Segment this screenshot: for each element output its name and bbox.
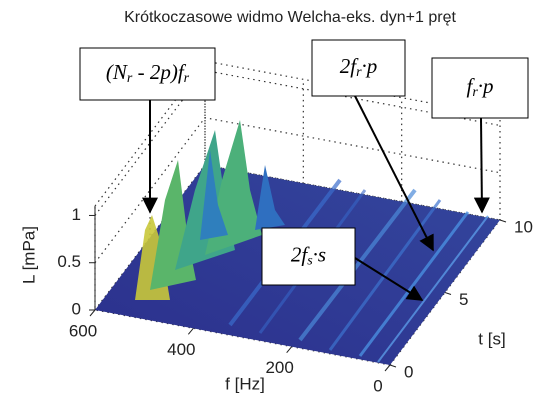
annotation-text: fr·p (466, 74, 493, 100)
x-tick-label: 600 (69, 321, 97, 340)
annotation-text: (Nr - 2p)fr (106, 60, 190, 86)
annotation-part: - 2p)f (132, 60, 186, 84)
z-tick-label: 1 (72, 205, 81, 224)
y-axis-label: t [s] (478, 329, 505, 348)
arrow (481, 118, 482, 212)
z-tick-label: 0 (72, 299, 81, 318)
tick-mark (385, 365, 390, 371)
annotation-part: ·p (478, 74, 494, 98)
x-tick-label: 400 (167, 340, 195, 359)
tick-mark (390, 365, 396, 367)
tick-mark (287, 347, 292, 353)
tick-mark (90, 310, 95, 316)
tick-mark (445, 293, 451, 295)
annotation-part: (N (106, 60, 128, 84)
tick-mark (500, 220, 506, 222)
y-tick-label: 0 (404, 362, 413, 381)
annotation-part: ·p (362, 54, 378, 78)
x-tick-label: 0 (373, 376, 382, 395)
chart-title: Krótkoczasowe widmo Welcha-eks. dyn+1 pr… (124, 9, 456, 26)
y-tick-label: 10 (514, 217, 533, 236)
y-tick-label: 5 (459, 290, 468, 309)
z-tick-label: 0.5 (57, 252, 81, 271)
subscript: r (184, 71, 190, 86)
chart: Krótkoczasowe widmo Welcha-eks. dyn+1 pr… (0, 0, 537, 403)
z-axis-label: L [mPa] (19, 226, 38, 284)
annotation-part: ·s (313, 242, 326, 266)
x-axis-label: f [Hz] (225, 374, 265, 393)
x-tick-label: 200 (265, 358, 293, 377)
tick-mark (188, 328, 193, 334)
